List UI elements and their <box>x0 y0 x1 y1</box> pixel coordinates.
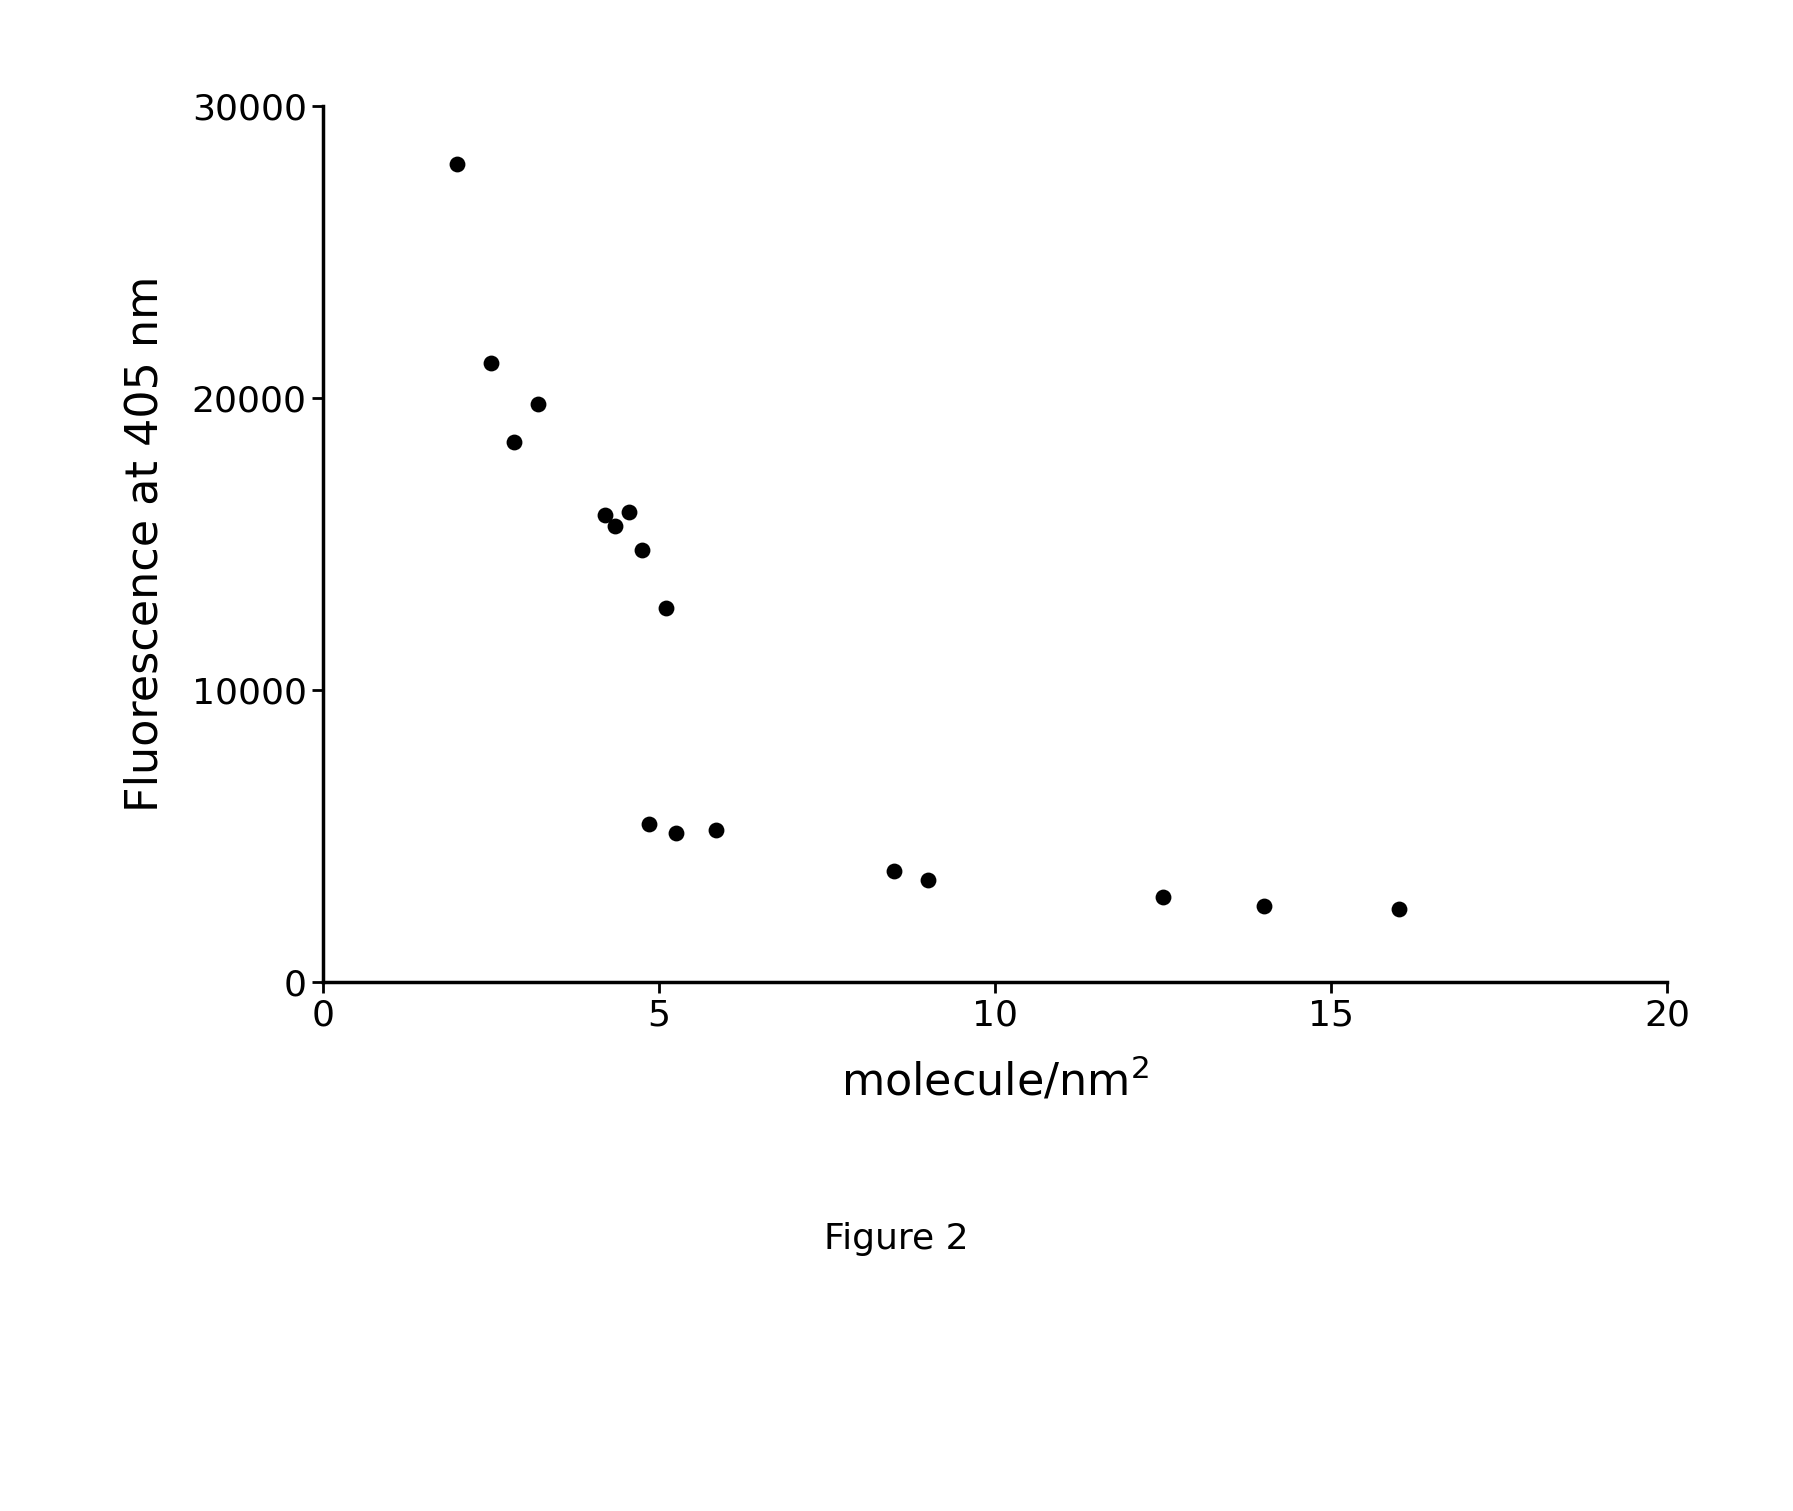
Point <box>701 817 730 842</box>
Point <box>880 860 909 884</box>
X-axis label: molecule/nm$^{2}$: molecule/nm$^{2}$ <box>841 1058 1149 1105</box>
Point <box>662 820 690 845</box>
Point <box>524 391 552 416</box>
Point <box>601 514 629 538</box>
Text: Figure 2: Figure 2 <box>825 1222 968 1256</box>
Point <box>913 867 943 891</box>
Y-axis label: Fluorescence at 405 nm: Fluorescence at 405 nm <box>124 277 167 811</box>
Point <box>443 153 472 177</box>
Point <box>1384 898 1413 922</box>
Point <box>1149 885 1178 910</box>
Point <box>628 538 656 562</box>
Point <box>592 503 620 527</box>
Point <box>500 429 529 453</box>
Point <box>651 597 680 621</box>
Point <box>1250 895 1278 919</box>
Point <box>477 351 506 375</box>
Point <box>615 500 644 524</box>
Point <box>635 813 663 837</box>
